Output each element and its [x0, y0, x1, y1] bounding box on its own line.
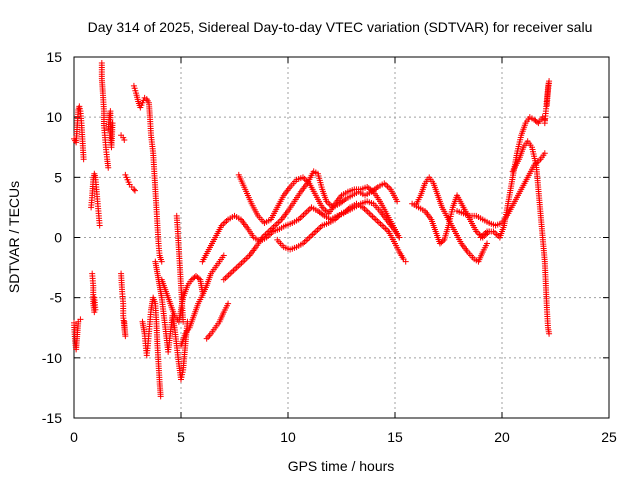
grid [74, 57, 609, 418]
data-point [546, 330, 553, 337]
data-points [71, 60, 553, 400]
data-point-fill [533, 118, 540, 125]
data-point [543, 102, 550, 109]
x-tick-label: 5 [177, 429, 185, 445]
y-axis-label: SDTVAR / TECUs [6, 181, 22, 293]
y-tick-label: -10 [42, 350, 62, 366]
data-point [105, 164, 112, 171]
data-point [541, 150, 548, 157]
y-axis: -15 -10 -5 0 5 10 15 [42, 49, 609, 426]
y-tick-label: 15 [46, 49, 62, 65]
data-point [131, 187, 138, 194]
data-point [91, 294, 98, 301]
chart-title: Day 314 of 2025, Sidereal Day-to-day VTE… [88, 19, 593, 35]
y-tick-label: 5 [54, 169, 62, 185]
data-point-fill [439, 238, 446, 245]
data-point [180, 318, 187, 325]
data-point [80, 156, 87, 163]
y-tick-label: 10 [46, 109, 62, 125]
data-point [394, 198, 401, 205]
data-point [396, 234, 403, 241]
data-point [130, 186, 137, 193]
x-axis: 0 5 10 15 20 25 [70, 57, 617, 445]
data-point [109, 120, 116, 127]
data-point [158, 258, 165, 265]
y-tick-label: 0 [54, 230, 62, 246]
data-point [225, 300, 232, 307]
data-point-fill [195, 275, 202, 282]
data-point [484, 240, 491, 247]
data-point [77, 316, 84, 323]
data-point [96, 222, 103, 229]
x-tick-label: 25 [601, 429, 617, 445]
data-point [402, 258, 409, 265]
x-tick-label: 0 [70, 429, 78, 445]
data-point [157, 393, 164, 400]
data-point [121, 318, 128, 325]
data-point [121, 137, 128, 144]
x-axis-label: GPS time / hours [288, 458, 395, 474]
data-point [220, 252, 227, 259]
x-tick-label: 15 [387, 429, 403, 445]
x-tick-label: 20 [494, 429, 510, 445]
y-tick-label: -15 [42, 410, 62, 426]
y-tick-label: -5 [50, 290, 63, 306]
x-tick-label: 10 [280, 429, 296, 445]
